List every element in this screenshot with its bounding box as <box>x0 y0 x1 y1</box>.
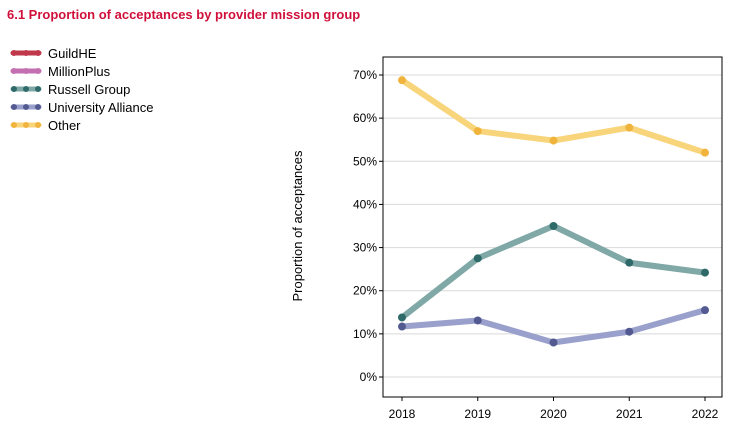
series-line-university-alliance <box>399 307 708 346</box>
legend-item-other: Other <box>10 116 154 134</box>
data-point-other <box>398 76 406 85</box>
data-point-russell-group <box>625 258 634 267</box>
y-tick-label: 70% <box>353 68 377 82</box>
series-layer <box>398 76 709 347</box>
legend-label: MillionPlus <box>48 63 111 79</box>
legend-swatch-russell-group <box>10 86 42 92</box>
data-point-russell-group <box>701 268 709 277</box>
legend-item-russell-group: Russell Group <box>10 80 154 98</box>
data-point-university-alliance <box>701 306 709 315</box>
x-tick-label: 2018 <box>389 407 416 421</box>
x-tick-label: 2021 <box>616 407 643 421</box>
plot-frame <box>382 56 723 398</box>
y-tick-label: 10% <box>353 327 377 341</box>
data-point-other <box>625 123 634 132</box>
y-tick-label: 0% <box>360 370 378 384</box>
y-tick-label: 50% <box>353 154 377 168</box>
data-point-russell-group <box>473 254 482 263</box>
legend-item-millionplus: MillionPlus <box>10 62 154 80</box>
data-point-university-alliance <box>398 322 406 331</box>
legend-item-university-alliance: University Alliance <box>10 98 154 116</box>
x-tick-label: 2020 <box>540 407 567 421</box>
y-tick-label: 60% <box>353 111 377 125</box>
legend-label: GuildHE <box>48 45 97 61</box>
series-line-russell-group <box>399 223 708 321</box>
chart-title: 6.1 Proportion of acceptances by provide… <box>7 7 361 22</box>
data-point-other <box>701 148 709 157</box>
data-point-other <box>549 136 558 145</box>
gridlines <box>383 74 722 378</box>
legend-swatch-university-alliance <box>10 104 42 110</box>
x-tick-label: 2019 <box>464 407 491 421</box>
chart-legend: GuildHE MillionPlus Russell Group Universit… <box>10 44 154 134</box>
axes: 0% 10% 20% 30% 40% 50% 60% 70% 2018 2019 2020 2021 2… <box>353 56 723 421</box>
legend-swatch-other <box>10 122 42 128</box>
legend-swatch-guildhe <box>10 50 42 56</box>
data-point-university-alliance <box>473 316 482 325</box>
y-tick-label: 20% <box>353 284 377 298</box>
data-point-russell-group <box>398 313 406 322</box>
y-axis-label: Proportion of acceptances <box>290 150 305 302</box>
y-tick-label: 30% <box>353 241 377 255</box>
legend-label: Russell Group <box>48 81 131 97</box>
x-tick-label: 2022 <box>692 407 719 421</box>
data-point-university-alliance <box>549 338 558 347</box>
legend-item-guildhe: GuildHE <box>10 44 154 62</box>
y-tick-label: 40% <box>353 197 377 211</box>
data-point-other <box>473 127 482 136</box>
legend-label: Other <box>48 117 81 133</box>
legend-label: University Alliance <box>48 99 154 115</box>
data-point-russell-group <box>549 222 558 230</box>
data-point-university-alliance <box>625 327 634 336</box>
legend-swatch-millionplus <box>10 68 42 74</box>
